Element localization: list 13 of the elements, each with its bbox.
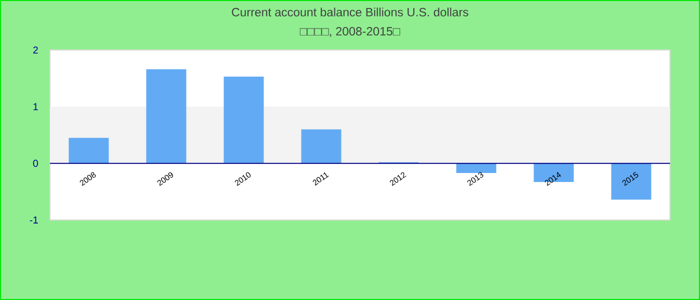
bar [146, 69, 186, 164]
bar [456, 163, 496, 173]
bar [68, 138, 109, 164]
y-tick-label: 1 [34, 103, 38, 110]
bar [611, 163, 652, 200]
x-tick-label: 2011 [312, 172, 329, 186]
y-tick-label: -1 [30, 216, 38, 224]
chart-title: Current account balance Billions U.S. dollars [232, 8, 468, 16]
y-tick-label: 2 [33, 46, 38, 54]
y-tick-label: 0 [33, 160, 38, 167]
bar [224, 76, 264, 164]
chart-subtitle: □□□□, 2008-2015□ [300, 27, 400, 37]
bar [301, 129, 342, 164]
